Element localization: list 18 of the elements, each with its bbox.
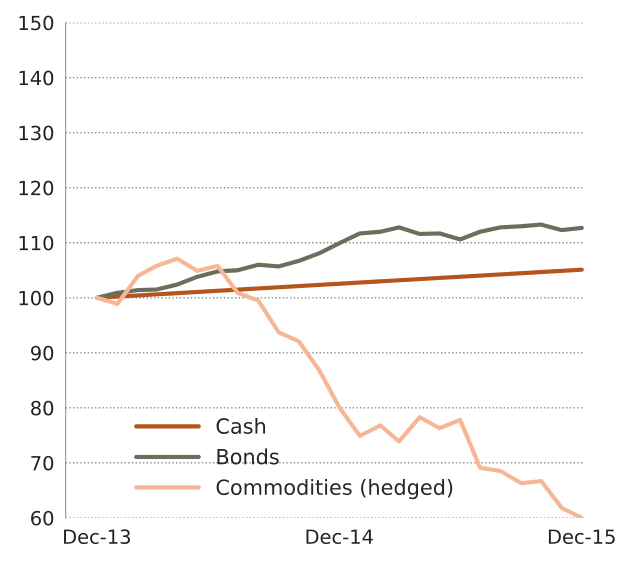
x-tick-label: Dec-14 (306, 530, 373, 544)
legend-label: Commodities (hedged) (216, 478, 452, 500)
y-tick-label: 110 (20, 236, 54, 250)
y-tick-label: 120 (20, 180, 54, 196)
y-tick-label: 60 (31, 510, 54, 526)
legend-label: Bonds (217, 448, 279, 465)
x-tick-label: Dec-15 (548, 530, 615, 544)
x-tick-label: Dec-13 (64, 529, 130, 544)
y-tick-label: 140 (20, 70, 54, 86)
y-tick-label: 150 (20, 16, 54, 30)
y-tick-label: 100 (20, 290, 54, 306)
line-series (94, 256, 584, 518)
y-tick-label: 80 (31, 400, 54, 416)
legend-label: Cash (216, 418, 266, 434)
y-tick-label: 90 (30, 346, 54, 360)
line-series (94, 222, 584, 300)
y-tick-label: 70 (31, 456, 54, 471)
y-tick-label: 130 (20, 126, 54, 140)
